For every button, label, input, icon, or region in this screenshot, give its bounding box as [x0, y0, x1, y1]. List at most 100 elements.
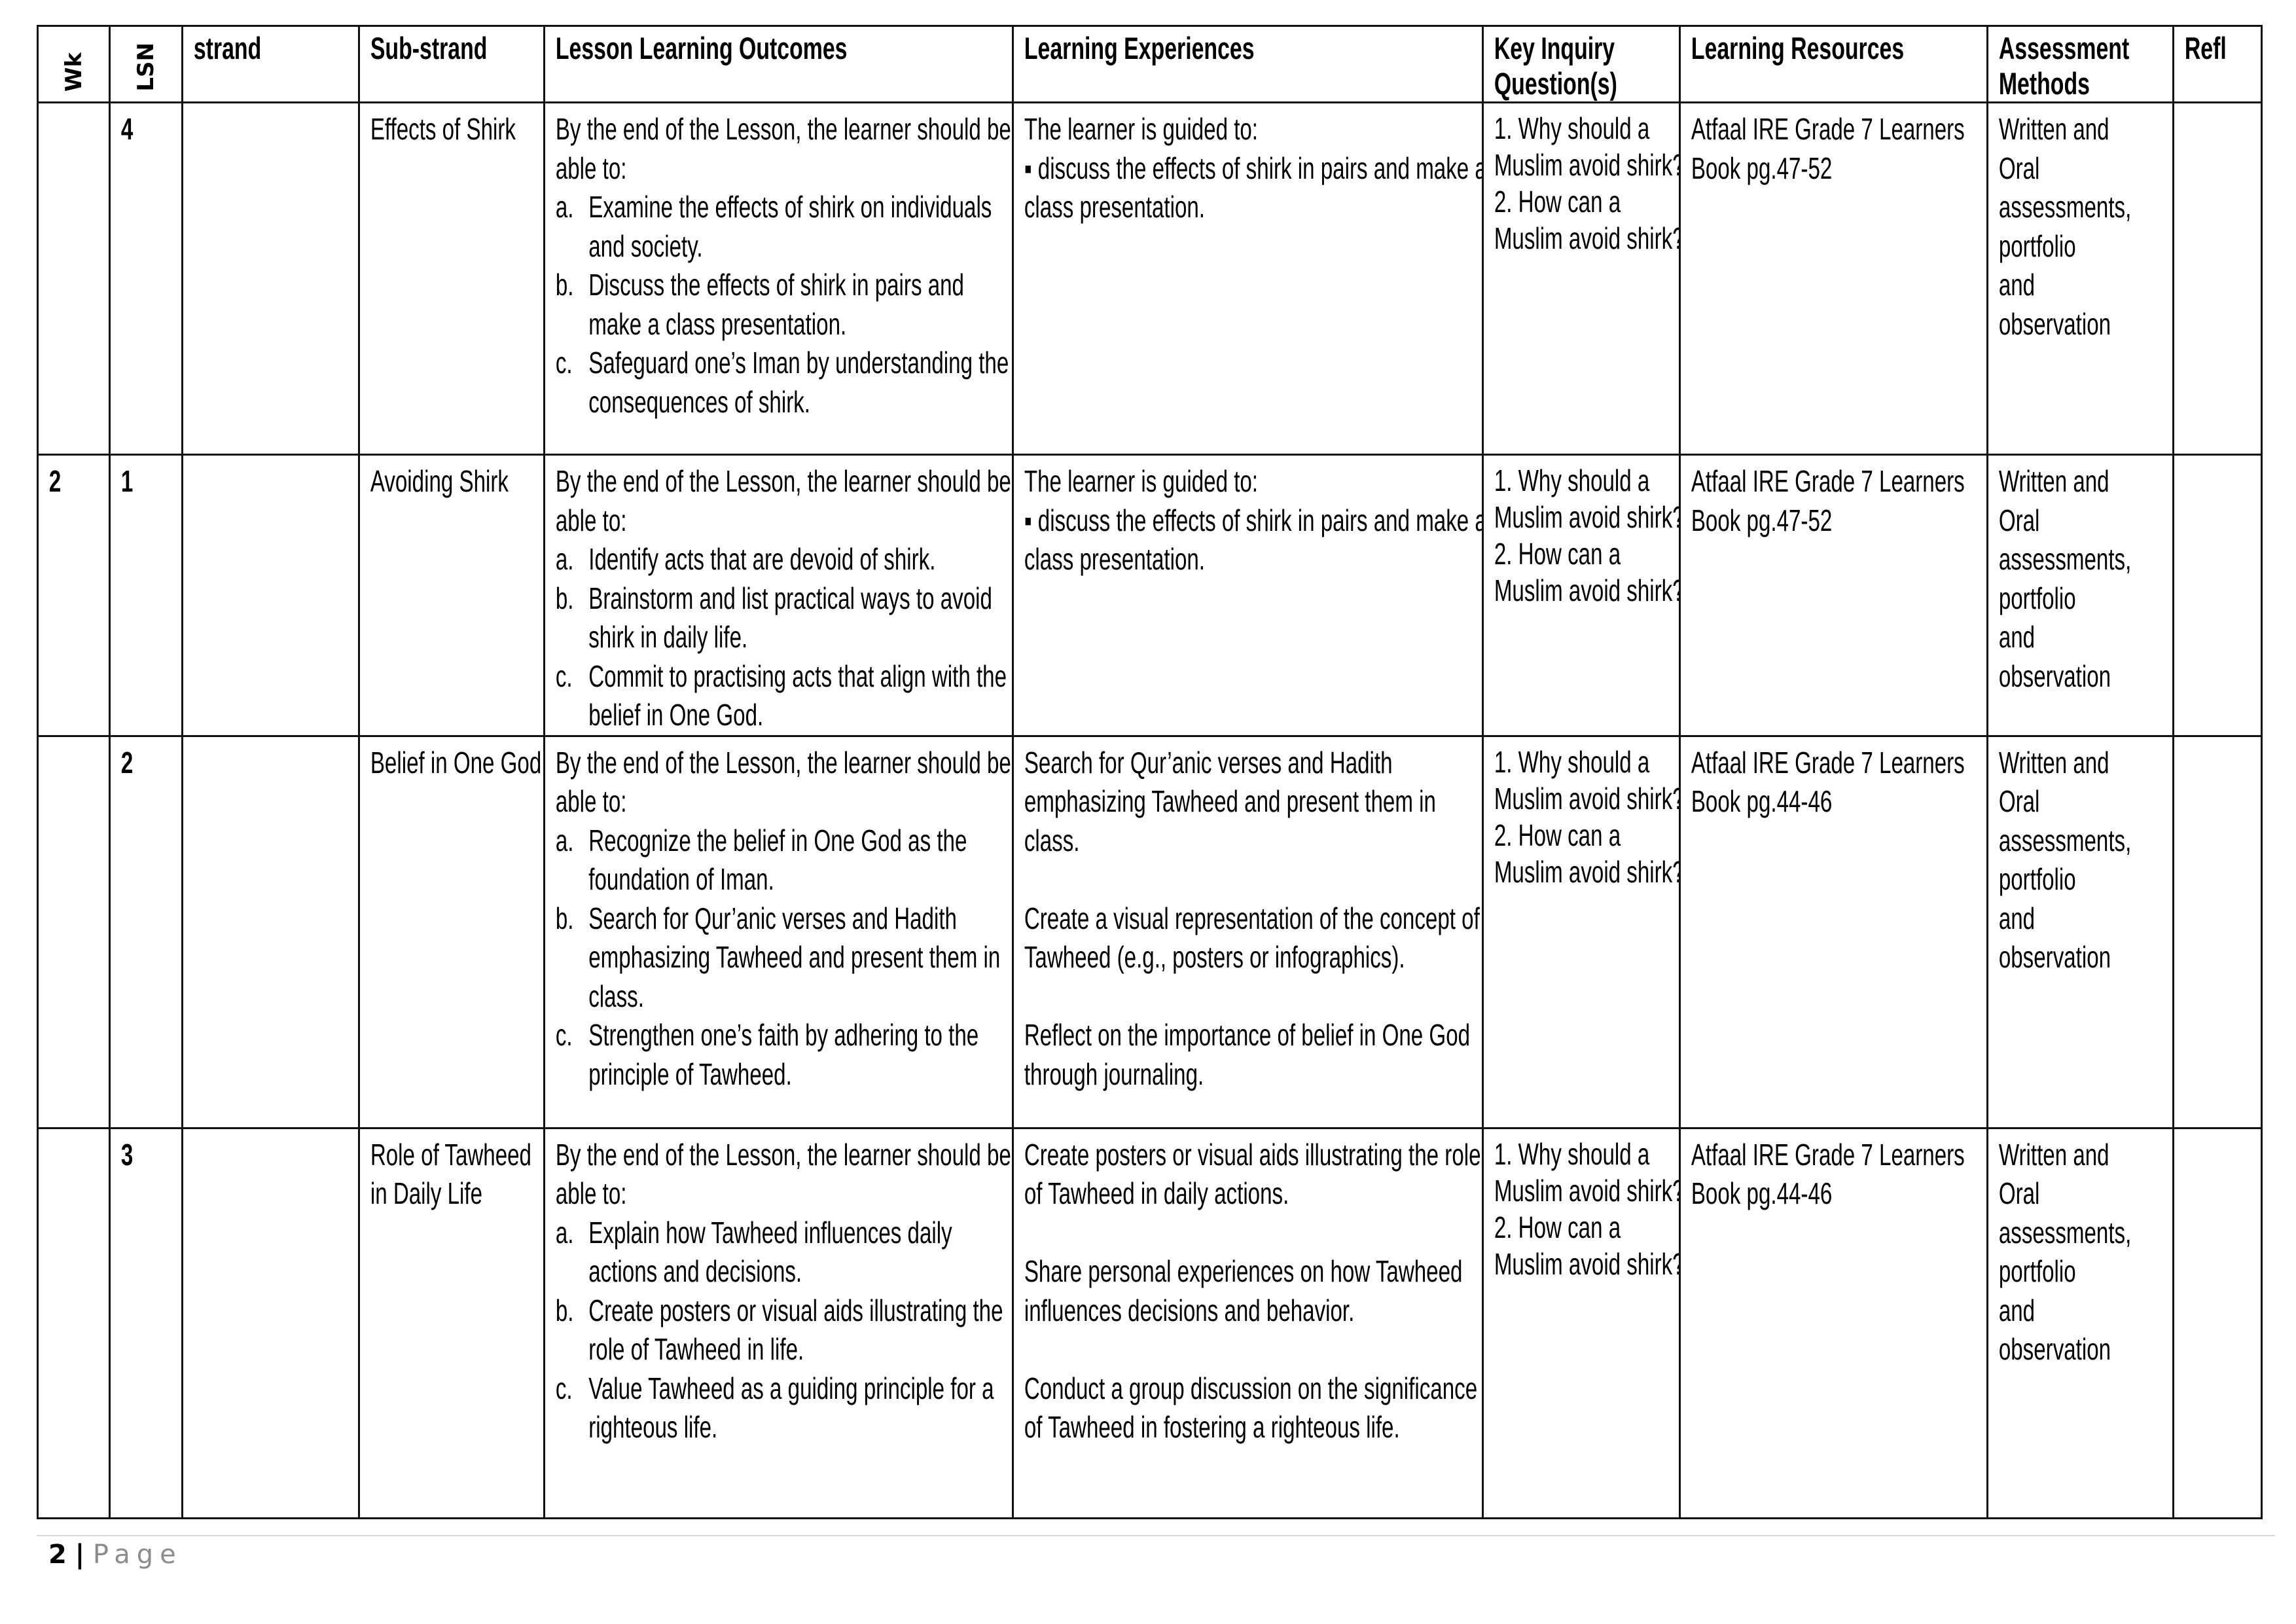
outcome-item: b. Brainstorm and list practical ways to … — [555, 579, 1011, 657]
experiences-cell: The learner is guided to: ▪ discuss the e… — [1012, 101, 1484, 456]
outcome-letter: b. — [555, 1293, 574, 1327]
assessment-line: Written and — [1998, 112, 2109, 146]
strand-cell — [181, 101, 360, 456]
header-lsn: LSN — [109, 25, 183, 103]
resources-text: Atfaal IRE Grade 7 Learners Book pg.44-4… — [1691, 1137, 1965, 1211]
paragraph-gap — [1024, 1214, 1481, 1253]
outcomes-content: By the end of the Lesson, the learner sh… — [547, 738, 1011, 1094]
experiences-content: Create posters or visual aids illustrati… — [1015, 1130, 1481, 1447]
resources-text: Atfaal IRE Grade 7 Learners Book pg.44-4… — [1691, 745, 1965, 819]
reflection-text — [2176, 105, 2260, 111]
outcome-text: Value Tawheed as a guiding principle for… — [588, 1371, 994, 1445]
inquiry-cell: 1. Why should a Muslim avoid shirk? 2. Ho… — [1482, 1127, 1681, 1519]
header-experiences: Learning Experiences — [1012, 25, 1484, 103]
inquiry-content: 1. Why should a Muslim avoid shirk? 2. Ho… — [1485, 456, 1680, 609]
assessment-line: and — [1998, 1293, 2036, 1327]
strand-cell — [181, 1127, 360, 1519]
lesson-number-cell: 2 — [109, 734, 183, 1129]
assessment-line: portfolio — [1998, 228, 2076, 263]
resources-cell: Atfaal IRE Grade 7 Learners Book pg.47-5… — [1679, 454, 1988, 737]
footer-divider — [37, 1535, 2275, 1536]
assessment-line: and — [1998, 620, 2036, 654]
outcomes-intro: By the end of the Lesson, the learner sh… — [555, 112, 1011, 185]
header-resources-label: Learning Resources — [1691, 31, 1905, 65]
header-experiences-label: Learning Experiences — [1024, 31, 1255, 65]
resources-text: Atfaal IRE Grade 7 Learners Book pg.47-5… — [1691, 112, 1965, 185]
inquiry-question: 1. Why should a Muslim avoid shirk? — [1494, 1136, 1680, 1208]
assessment-content: Written and Oral assessments, portfolio and o… — [1990, 105, 2172, 344]
sub-strand-cell: Effects of Shirk — [358, 101, 545, 456]
sub-strand-text: Effects of Shirk — [370, 112, 516, 146]
outcome-text: Brainstorm and list practical ways to av… — [588, 581, 992, 655]
inquiry-question: 1. Why should a Muslim avoid shirk? — [1494, 463, 1680, 534]
paragraph-gap — [1024, 977, 1481, 1017]
assessment-line: portfolio — [1998, 862, 2076, 896]
table-row: 4 Effects of Shirk By the end of the Lesso… — [37, 101, 2263, 456]
experiences-cell: Search for Qur’anic verses and Hadith em… — [1012, 734, 1484, 1129]
outcomes-list: a. Identify acts that are devoid of shirk… — [555, 540, 1011, 734]
assessment-line: Oral — [1998, 1176, 2040, 1210]
week-text — [40, 738, 108, 744]
outcome-text: Safeguard one’s Iman by understanding th… — [588, 346, 1009, 419]
outcome-item: b. Search for Qur’anic verses and Hadith … — [556, 899, 1011, 1017]
assessment-content: Written and Oral assessments, portfolio and o… — [1990, 456, 2172, 696]
assessment-cell: Written and Oral assessments, portfolio and o… — [1986, 734, 2174, 1129]
header-outcomes: Lesson Learning Outcomes — [543, 25, 1014, 103]
outcome-letter: b. — [555, 581, 574, 615]
assessment-line: observation — [1998, 940, 2111, 974]
outcomes-cell: By the end of the Lesson, the learner sh… — [543, 454, 1014, 737]
sub-strand-text: Role of Tawheed in Daily Life — [370, 1137, 531, 1211]
assessment-content: Written and Oral assessments, portfolio and o… — [1990, 738, 2172, 977]
outcome-text: Examine the effects of shirk on individu… — [588, 190, 992, 263]
header-refl-label: Refl — [2184, 31, 2227, 65]
sub-strand-cell: Belief in One God — [358, 734, 545, 1129]
reflection-cell — [2172, 101, 2263, 456]
outcome-text: Explain how Tawheed influences daily act… — [588, 1215, 952, 1289]
scheme-of-work-table: Wk LSN strand Sub-strand Lesson Learning… — [37, 25, 2263, 1519]
assessment-cell: Written and Oral assessments, portfolio and o… — [1986, 101, 2174, 456]
outcome-letter: a. — [555, 823, 574, 857]
assessment-line: observation — [1998, 1332, 2111, 1366]
page-number: 2 — [48, 1540, 67, 1570]
lesson-number-text: 4 — [120, 112, 134, 146]
outcomes-intro: By the end of the Lesson, the learner sh… — [555, 1137, 1011, 1211]
week-text — [40, 105, 108, 111]
reflection-cell — [2172, 454, 2263, 737]
assessment-line: Oral — [1998, 503, 2040, 537]
outcomes-intro: By the end of the Lesson, the learner sh… — [555, 464, 1011, 537]
assessment-line: portfolio — [1998, 581, 2076, 615]
outcome-letter: a. — [555, 542, 574, 576]
header-strand: strand — [181, 25, 360, 103]
assessment-line: assessments, — [1998, 190, 2132, 224]
lesson-number-cell: 4 — [109, 101, 183, 456]
page-label: Page — [92, 1540, 183, 1570]
inquiry-content: 1. Why should a Muslim avoid shirk? 2. Ho… — [1485, 738, 1678, 890]
assessment-cell: Written and Oral assessments, portfolio and o… — [1986, 1127, 2174, 1519]
header-refl: Refl — [2172, 25, 2263, 103]
header-inquiry-label: Key Inquiry Question(s) — [1494, 31, 1617, 101]
paragraph-gap — [1024, 1330, 1481, 1369]
week-text: 2 — [48, 464, 62, 498]
outcome-item: c. Safeguard one’s Iman by understanding … — [556, 344, 1011, 422]
outcome-letter: a. — [555, 190, 574, 224]
assessment-line: Written and — [1998, 464, 2109, 498]
strand-text — [185, 105, 357, 111]
experience-text: Conduct a group discussion on the signif… — [1024, 1371, 1478, 1445]
header-assessment: Assessment Methods — [1986, 25, 2174, 103]
outcome-item: b. Discuss the effects of shirk in pairs … — [556, 266, 1011, 344]
experience-text: Reflect on the importance of belief in O… — [1024, 1018, 1471, 1091]
header-assessment-label: Assessment Methods — [1998, 31, 2130, 101]
lesson-number-text: 3 — [120, 1137, 134, 1172]
lesson-number-cell: 3 — [109, 1127, 183, 1519]
reflection-cell — [2172, 1127, 2263, 1519]
table-row: 2 Belief in One God By the end of the Less… — [37, 734, 2263, 1129]
footer-separator: | — [75, 1540, 85, 1570]
experience-text: Create a visual representation of the co… — [1024, 901, 1480, 975]
assessment-line: and — [1998, 901, 2036, 935]
experiences-cell: Create posters or visual aids illustrati… — [1012, 1127, 1484, 1519]
strand-cell — [181, 454, 360, 737]
sub-strand-text: Belief in One God — [370, 745, 542, 780]
experience-text: Search for Qur’anic verses and Hadith em… — [1024, 745, 1436, 857]
assessment-line: Oral — [1998, 784, 2040, 818]
outcome-text: Discuss the effects of shirk in pairs an… — [588, 268, 964, 341]
